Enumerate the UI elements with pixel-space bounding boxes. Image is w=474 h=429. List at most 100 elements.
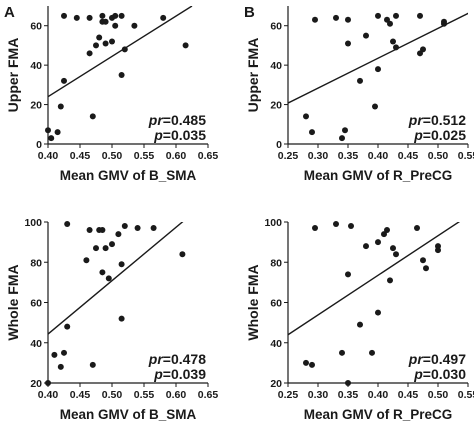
data-point	[45, 380, 51, 386]
data-point	[89, 113, 96, 120]
data-point	[112, 12, 119, 19]
data-point	[390, 38, 396, 45]
y-axis-label: Upper FMA	[5, 38, 21, 113]
data-point	[393, 12, 399, 19]
data-point	[86, 14, 93, 21]
data-point	[83, 257, 90, 264]
data-point	[357, 77, 363, 84]
x-tick-label: 0.25	[278, 389, 299, 401]
x-tick-label: 0.50	[102, 389, 123, 401]
data-point	[348, 223, 354, 230]
pr-symbol: pr	[148, 351, 165, 367]
x-tick-label: 0.65	[198, 389, 219, 401]
x-tick-label: 0.40	[368, 150, 389, 162]
y-tick-label: 60	[270, 21, 282, 33]
regression-line	[48, 6, 193, 98]
y-tick-label: 60	[30, 21, 42, 33]
data-point	[417, 12, 423, 19]
p-symbol: p	[153, 366, 163, 382]
panel-4: 0.25 0.30 0.35 0.40 0.45 0.50 0.55 20 40 60 80 100 M…	[245, 217, 474, 422]
pr-annotation: pr=0.485	[148, 112, 206, 128]
pr-value: =0.485	[163, 112, 206, 128]
data-point	[93, 245, 99, 252]
data-point	[112, 22, 119, 29]
data-point	[121, 223, 128, 230]
x-tick-label: 0.45	[398, 389, 419, 401]
x-tick-label: 0.45	[70, 389, 91, 401]
y-tick-label: 40	[270, 338, 282, 350]
data-point	[303, 113, 309, 120]
data-point	[375, 309, 381, 316]
pr-value: =0.497	[423, 351, 466, 367]
data-point	[109, 241, 115, 248]
p-value: =0.035	[163, 127, 206, 143]
x-axis-label: Mean GMV of R_PreCG	[304, 168, 453, 183]
x-axis-label: Mean GMV of B_SMA	[60, 407, 197, 422]
x-tick-label: 0.55	[134, 389, 155, 401]
panel-label: A	[4, 4, 15, 21]
x-tick-label: 0.35	[338, 389, 359, 401]
y-axis-label: Upper FMA	[245, 38, 261, 113]
data-point	[435, 247, 441, 254]
x-tick-label: 0.45	[398, 150, 419, 162]
panel-1: A 0.40 0.45 0.50 0.55 0.60 0.65 0 20 40 60 Mean GMV…	[4, 4, 218, 183]
data-point	[363, 32, 369, 39]
p-annotation: p=0.035	[153, 127, 206, 143]
data-point	[387, 277, 393, 284]
data-point	[57, 363, 64, 370]
pr-symbol: pr	[148, 112, 165, 128]
data-point	[179, 251, 186, 258]
data-point	[99, 227, 106, 234]
y-tick-label: 60	[30, 298, 42, 310]
y-tick-label: 20	[270, 378, 282, 390]
data-point	[118, 261, 125, 268]
data-point	[86, 227, 93, 234]
p-value: =0.025	[423, 127, 466, 143]
y-tick-label: 100	[24, 217, 42, 229]
x-tick-label: 0.65	[198, 150, 219, 162]
data-point	[118, 72, 125, 78]
data-point	[384, 227, 390, 234]
y-tick-label: 20	[30, 100, 42, 112]
data-point	[182, 42, 189, 49]
data-point	[61, 12, 67, 19]
x-tick-label: 0.45	[70, 150, 91, 162]
data-point	[387, 20, 393, 27]
data-point	[89, 361, 96, 368]
data-point	[423, 265, 429, 272]
panel-label: B	[244, 4, 255, 21]
data-point	[93, 42, 99, 49]
pr-symbol: pr	[408, 112, 425, 128]
data-point	[342, 127, 348, 134]
data-point	[375, 239, 381, 246]
y-tick-label: 40	[30, 60, 42, 72]
x-tick-label: 0.40	[38, 389, 59, 401]
data-point	[160, 14, 167, 21]
data-point	[345, 380, 351, 386]
pr-annotation: pr=0.512	[408, 112, 466, 128]
data-point	[45, 127, 51, 134]
p-symbol: p	[153, 127, 163, 143]
data-point	[345, 16, 351, 23]
data-point	[339, 135, 345, 142]
data-point	[102, 40, 109, 47]
data-point	[131, 22, 138, 29]
y-axis-label: Whole FMA	[5, 264, 21, 340]
x-tick-label: 0.30	[308, 389, 329, 401]
x-tick-label: 0.40	[38, 150, 59, 162]
p-annotation: p=0.030	[413, 366, 466, 382]
regression-line	[288, 12, 468, 104]
data-point	[309, 361, 315, 368]
data-point	[390, 245, 396, 252]
data-point	[121, 46, 128, 53]
pr-annotation: pr=0.497	[408, 351, 466, 367]
data-point	[57, 103, 64, 110]
data-point	[393, 44, 399, 51]
data-point	[86, 50, 93, 57]
data-point	[420, 257, 426, 264]
data-point	[51, 351, 58, 358]
p-value: =0.030	[423, 366, 466, 382]
data-point	[118, 315, 125, 322]
x-tick-label: 0.60	[166, 150, 187, 162]
y-tick-label: 80	[270, 257, 282, 269]
